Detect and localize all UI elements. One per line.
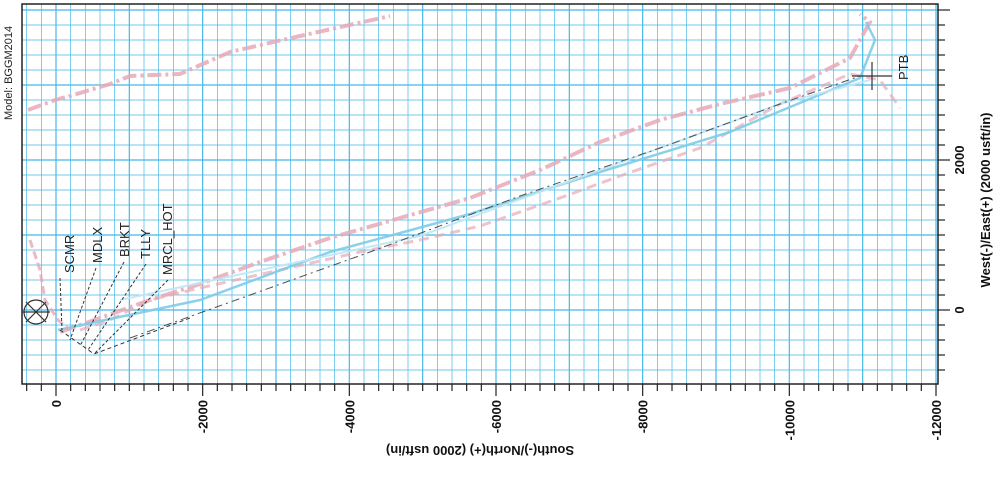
leader-mrcl-hot [93, 279, 169, 355]
formation-label-mrcl-hot: MRCL_HOT [160, 203, 175, 275]
reference-dashed-line [129, 75, 861, 339]
y-axis-label: West(-)/East(+) (2000 usft/in) [978, 113, 993, 288]
x-tick-label: 0 [49, 400, 64, 407]
plan-line [57, 21, 877, 332]
axis-ticks [26, 9, 950, 396]
x-tick-label: -4000 [342, 400, 357, 433]
survey-trace-upper [27, 14, 391, 112]
leader-mdlx [69, 267, 97, 341]
well-traces [27, 12, 902, 334]
x-axis-label: South(-)/North(+) (2000 usft/in) [386, 443, 574, 458]
x-tick-label: -10000 [782, 400, 797, 440]
survey-trace-main [59, 12, 873, 334]
formation-label-mdlx: MDLX [90, 227, 105, 263]
y-axis-tick-labels: 2000 0 [952, 146, 967, 314]
survey-trace-lower [79, 72, 902, 332]
x-tick-label: -12000 [929, 400, 944, 440]
y-tick-label: 2000 [952, 146, 967, 175]
x-tick-label: -8000 [636, 400, 651, 433]
formation-label-tlly: TLLY [138, 229, 153, 259]
plot-grid [22, 4, 938, 384]
plot-frame [21, 3, 939, 385]
leader-brkt [79, 261, 125, 347]
x-axis-tick-labels: 0 -2000 -4000 -6000 -8000 -10000 -12000 [49, 400, 944, 440]
model-label: Model: BGGM2014 [3, 26, 15, 120]
formation-label-scmr: SCMR [62, 235, 77, 273]
surface-location-marker [22, 299, 50, 325]
formation-leaders [59, 261, 191, 355]
x-tick-label: -6000 [489, 400, 504, 433]
leader-tlly [87, 263, 147, 351]
leader-scmr [59, 277, 63, 331]
x-tick-label: -2000 [196, 400, 211, 433]
y-tick-label: 0 [952, 306, 967, 313]
plan-line-faint [119, 79, 871, 301]
target-marker [852, 62, 892, 90]
formation-label-brkt: BRKT [117, 222, 132, 257]
target-label-ptb: PTB [896, 55, 911, 80]
